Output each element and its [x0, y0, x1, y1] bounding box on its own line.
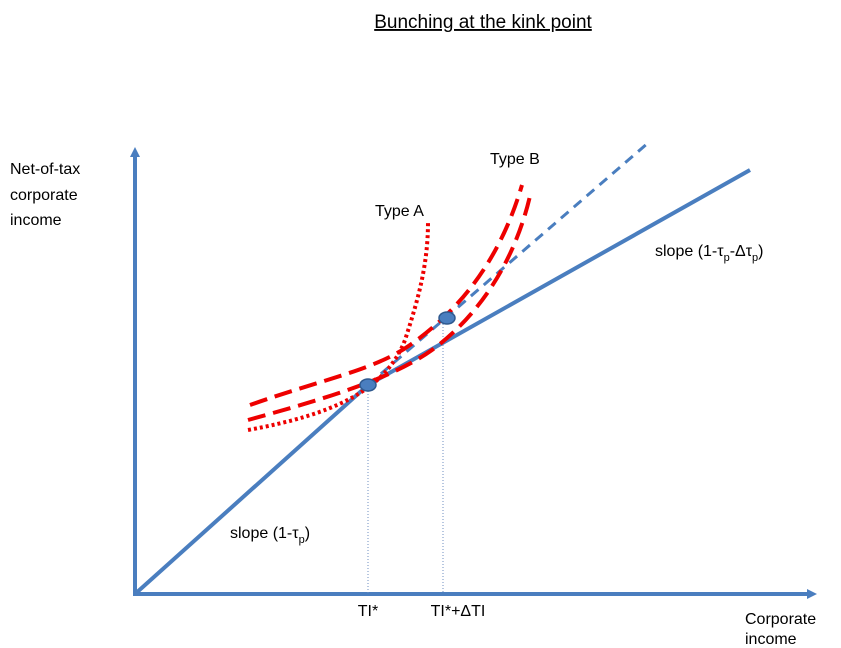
type-a-curve — [247, 221, 430, 432]
title: Bunching at the kink point — [374, 12, 592, 33]
slope-low-label: slope (1-τp) — [230, 525, 310, 546]
label-part: p — [724, 252, 730, 264]
y-label: income — [10, 212, 62, 229]
y-label: Net-of-tax — [10, 161, 80, 178]
slope-high-label: slope (1-τp-Δτp) — [655, 243, 764, 264]
type-b-curve — [249, 184, 524, 407]
kink-label-2: TI*+ΔTI — [431, 603, 486, 620]
kink-point — [359, 378, 377, 392]
label-part: slope (1-τ — [655, 243, 724, 260]
type-b-label: Type B — [490, 151, 540, 168]
x-label: income — [745, 631, 797, 648]
kink-label: TI* — [358, 603, 378, 620]
label-part: ) — [305, 525, 310, 542]
label-part: ) — [758, 243, 763, 260]
y-label: corporate — [10, 187, 78, 204]
bunch-point — [438, 311, 456, 325]
label-part: -Δτ — [730, 243, 753, 260]
x-label: Corporate — [745, 611, 816, 628]
extension-line — [367, 141, 649, 387]
label-part: slope (1-τ — [230, 525, 299, 542]
type-b-curve — [247, 195, 532, 422]
label-part: p — [752, 252, 758, 264]
type-a-label: Type A — [375, 203, 424, 220]
label-part: p — [299, 534, 305, 546]
